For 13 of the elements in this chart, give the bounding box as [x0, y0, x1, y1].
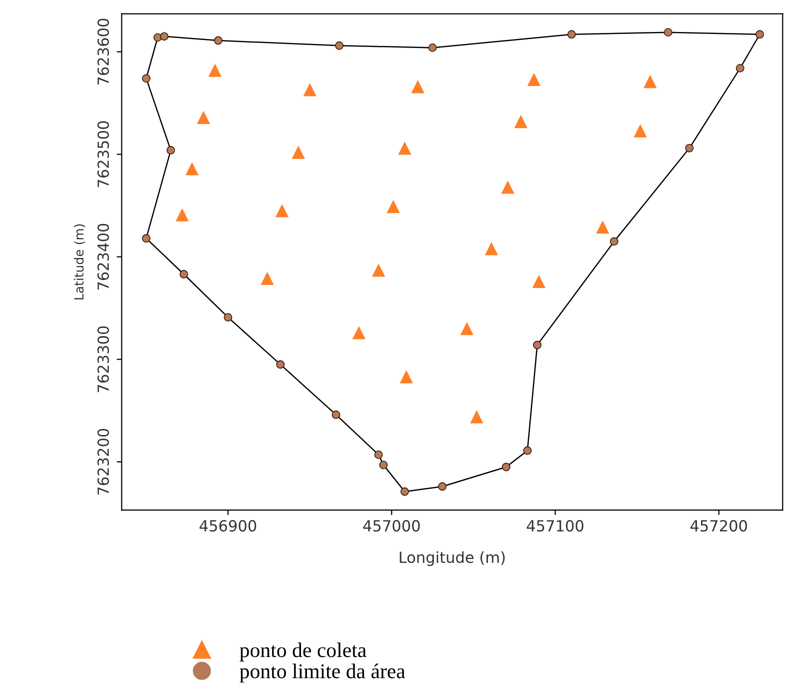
y-tick-label: 7623600 — [97, 18, 109, 85]
y-tick-label: 7623300 — [97, 326, 109, 392]
y-tick-label: 7623400 — [97, 224, 109, 290]
y-tick-label: 7623500 — [97, 121, 109, 188]
x-tick-label: 457100 — [526, 520, 584, 532]
y-tick-label: 7623200 — [97, 428, 109, 495]
x-tick-label: 456900 — [200, 520, 256, 532]
x-tick-label: 457200 — [690, 520, 747, 532]
x-axis-title: Longitude (m) — [400, 551, 505, 566]
y-axis-title: Latitude (m) — [74, 224, 86, 300]
legend-label: ponto de coleta — [240, 642, 366, 662]
x-tick-label: 457000 — [363, 520, 420, 532]
legend-label: ponto limite da área — [240, 664, 406, 683]
